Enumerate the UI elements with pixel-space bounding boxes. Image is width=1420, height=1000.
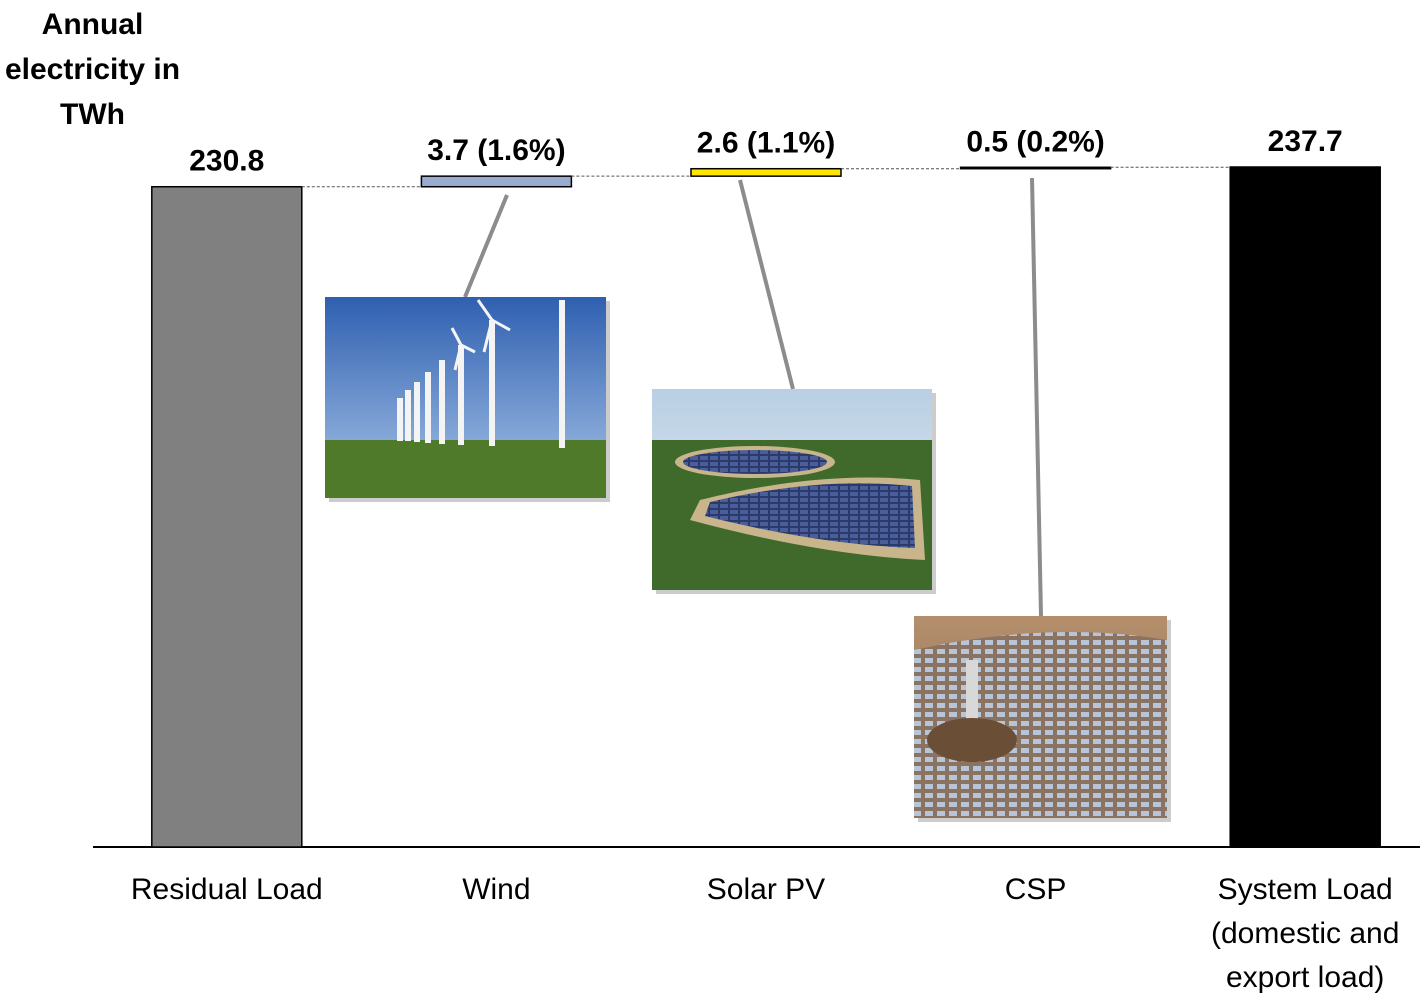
value-label: 0.5 (0.2%) [966, 125, 1104, 158]
bar [1229, 166, 1381, 848]
solar-photo [652, 389, 936, 594]
photo-connectors [463, 177, 1043, 617]
category-label: Solar PV [706, 873, 826, 906]
bar [690, 167, 842, 177]
bar [959, 166, 1112, 170]
value-label: 230.8 [189, 145, 264, 178]
value-label: 2.6 (1.1%) [697, 127, 835, 160]
category-label: Residual Load [130, 873, 323, 906]
category-label: CSP [1004, 873, 1067, 906]
category-label: Wind [462, 873, 531, 906]
value-label: 237.7 [1268, 125, 1343, 158]
category-label: System Load (domestic and export load) [1210, 873, 1400, 994]
wind-photo [325, 297, 610, 502]
bar [151, 185, 303, 848]
bar [420, 175, 573, 188]
connector [463, 194, 509, 298]
csp-photo [914, 616, 1171, 822]
value-label: 3.7 (1.6%) [427, 134, 565, 167]
y-axis-label: Annual electricity in TWh [4, 8, 181, 131]
connector [1030, 177, 1043, 617]
connector [738, 179, 795, 390]
